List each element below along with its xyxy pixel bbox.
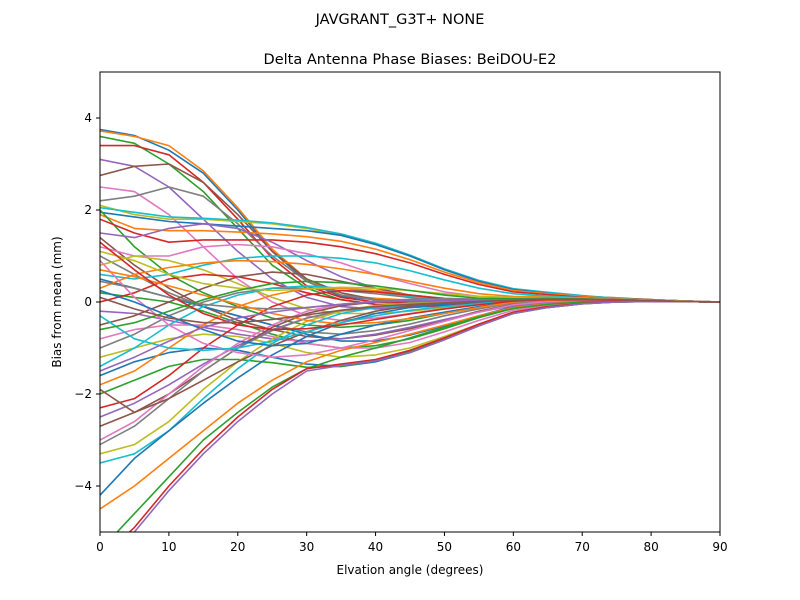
y-tick-label: 4 (84, 111, 92, 125)
series-line-s43 (116, 300, 720, 532)
x-tick-label: 90 (712, 540, 727, 554)
y-tick-label: 2 (84, 203, 92, 217)
chart-suptitle: JAVGRANT_G3T+ NONE (315, 12, 485, 28)
x-tick-label: 50 (437, 540, 452, 554)
x-axis: 0 10 20 30 40 50 60 70 80 90 (96, 532, 728, 554)
series-line-s45 (133, 300, 720, 532)
x-tick-label: 70 (575, 540, 590, 554)
x-tick-label: 10 (161, 540, 176, 554)
series-layer (100, 128, 720, 532)
y-axis: −4 −2 0 2 4 (74, 111, 100, 493)
x-tick-label: 0 (96, 540, 104, 554)
x-tick-label: 80 (643, 540, 658, 554)
y-tick-label: −2 (74, 387, 92, 401)
chart-title: Delta Antenna Phase Biases: BeiDOU-E2 (264, 52, 557, 68)
x-tick-label: 40 (368, 540, 383, 554)
x-axis-label: Elvation angle (degrees) (337, 563, 484, 577)
x-tick-label: 30 (299, 540, 314, 554)
x-tick-label: 20 (230, 540, 245, 554)
y-axis-label: Bias from mean (mm) (50, 236, 64, 367)
y-tick-label: −4 (74, 479, 92, 493)
x-tick-label: 60 (506, 540, 521, 554)
y-tick-label: 0 (84, 295, 92, 309)
series-line-s56 (100, 296, 720, 324)
